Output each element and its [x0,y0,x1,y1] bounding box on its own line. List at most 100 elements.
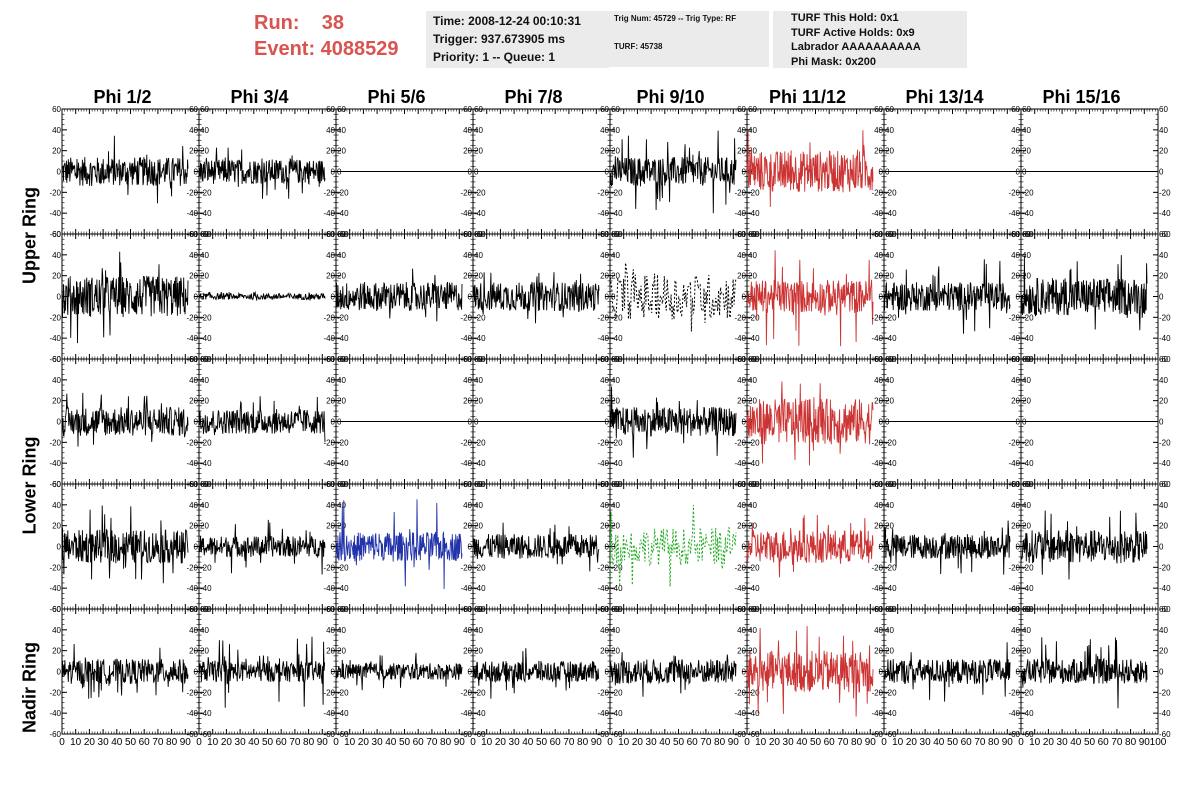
y-tick-label: 60 [326,105,335,114]
y-tick-label: 40 [885,251,894,260]
y-tick-label: 40 [1159,376,1168,385]
y-tick-label: 40 [326,251,335,260]
y-tick-label: -20 [460,313,472,322]
waveform-trace [199,292,325,301]
y-tick-label: 0 [1159,168,1164,177]
y-tick-label: -20 [1159,188,1171,197]
y-tick-label: 60 [326,230,335,239]
y-tick-label: 0 [1016,168,1021,177]
y-tick-label: -40 [1159,459,1171,468]
y-tick-label: 60 [1159,230,1168,239]
y-tick-label: 0 [742,418,747,427]
y-tick-label: 20 [874,147,883,156]
y-tick-label: 0 [879,418,884,427]
y-tick-label: 40 [1011,251,1020,260]
y-tick-label: 20 [600,272,609,281]
y-tick-label: 40 [463,126,472,135]
y-tick-label: 0 [194,418,199,427]
y-tick-label: 60 [52,230,61,239]
y-tick-label: 40 [326,126,335,135]
y-tick-label: 60 [600,105,609,114]
y-tick-label: 40 [52,251,61,260]
y-tick-label: 40 [463,251,472,260]
y-tick-label: 0 [331,418,336,427]
y-tick-label: -20 [1159,438,1171,447]
y-tick-label: 20 [326,397,335,406]
y-tick-label: 0 [879,293,884,302]
y-tick-label: -20 [460,438,472,447]
waveform-trace [884,259,1010,333]
y-tick-label: 0 [57,543,62,552]
y-tick-label: 60 [326,480,335,489]
y-tick-label: 20 [737,397,746,406]
waveform-grid: -60-60-40-40-20-2000202040406060-60-60-4… [0,0,1196,772]
y-tick-label: 0 [57,293,62,302]
y-tick-label: 60 [326,355,335,364]
waveform-trace [747,250,873,346]
y-tick-label: 20 [874,272,883,281]
y-tick-label: 60 [1159,105,1168,114]
y-tick-label: 20 [189,147,198,156]
waveform-trace [199,148,325,199]
y-tick-label: 0 [331,168,336,177]
y-tick-label: 20 [52,522,61,531]
y-tick-label: 40 [1011,376,1020,385]
y-tick-label: 20 [1011,147,1020,156]
y-tick-label: 40 [600,376,609,385]
y-tick-label: -40 [323,209,335,218]
y-tick-label: -20 [186,188,198,197]
y-tick-label: 60 [52,480,61,489]
y-tick-label: -20 [460,188,472,197]
y-tick-label: 0 [1159,418,1164,427]
y-tick-label: -40 [49,334,61,343]
y-tick-label: -40 [1008,209,1020,218]
y-tick-label: 60 [737,230,746,239]
y-tick-label: 20 [52,147,61,156]
y-tick-label: 60 [1011,230,1020,239]
waveform-trace [199,520,325,575]
y-tick-label: 60 [737,105,746,114]
y-tick-label: 40 [1159,251,1168,260]
y-tick-label: -20 [871,188,883,197]
y-tick-label: 40 [326,376,335,385]
y-tick-label: 20 [737,147,746,156]
y-tick-label: -20 [49,313,61,322]
y-tick-label: 0 [331,543,336,552]
y-tick-label: 20 [189,522,198,531]
y-tick-label: 60 [189,355,198,364]
waveform-trace [336,269,462,322]
y-tick-label: 20 [463,397,472,406]
y-tick-label: -40 [871,209,883,218]
y-tick-label: 20 [189,272,198,281]
y-tick-label: 40 [52,376,61,385]
y-tick-label: 0 [194,168,199,177]
y-tick-label: -20 [597,438,609,447]
waveform-trace [747,130,873,207]
waveform-trace [610,263,736,332]
y-tick-label: 20 [737,272,746,281]
y-tick-label: 20 [600,397,609,406]
y-tick-label: 60 [463,230,472,239]
y-tick-label: -20 [323,313,335,322]
y-tick-label: -20 [1159,313,1171,322]
y-tick-label: -20 [460,563,472,572]
y-tick-label: -20 [186,313,198,322]
y-tick-label: -20 [734,438,746,447]
y-tick-label: 0 [605,418,610,427]
y-tick-label: 60 [189,230,198,239]
y-tick-label: 40 [1011,126,1020,135]
y-tick-label: -20 [1008,188,1020,197]
